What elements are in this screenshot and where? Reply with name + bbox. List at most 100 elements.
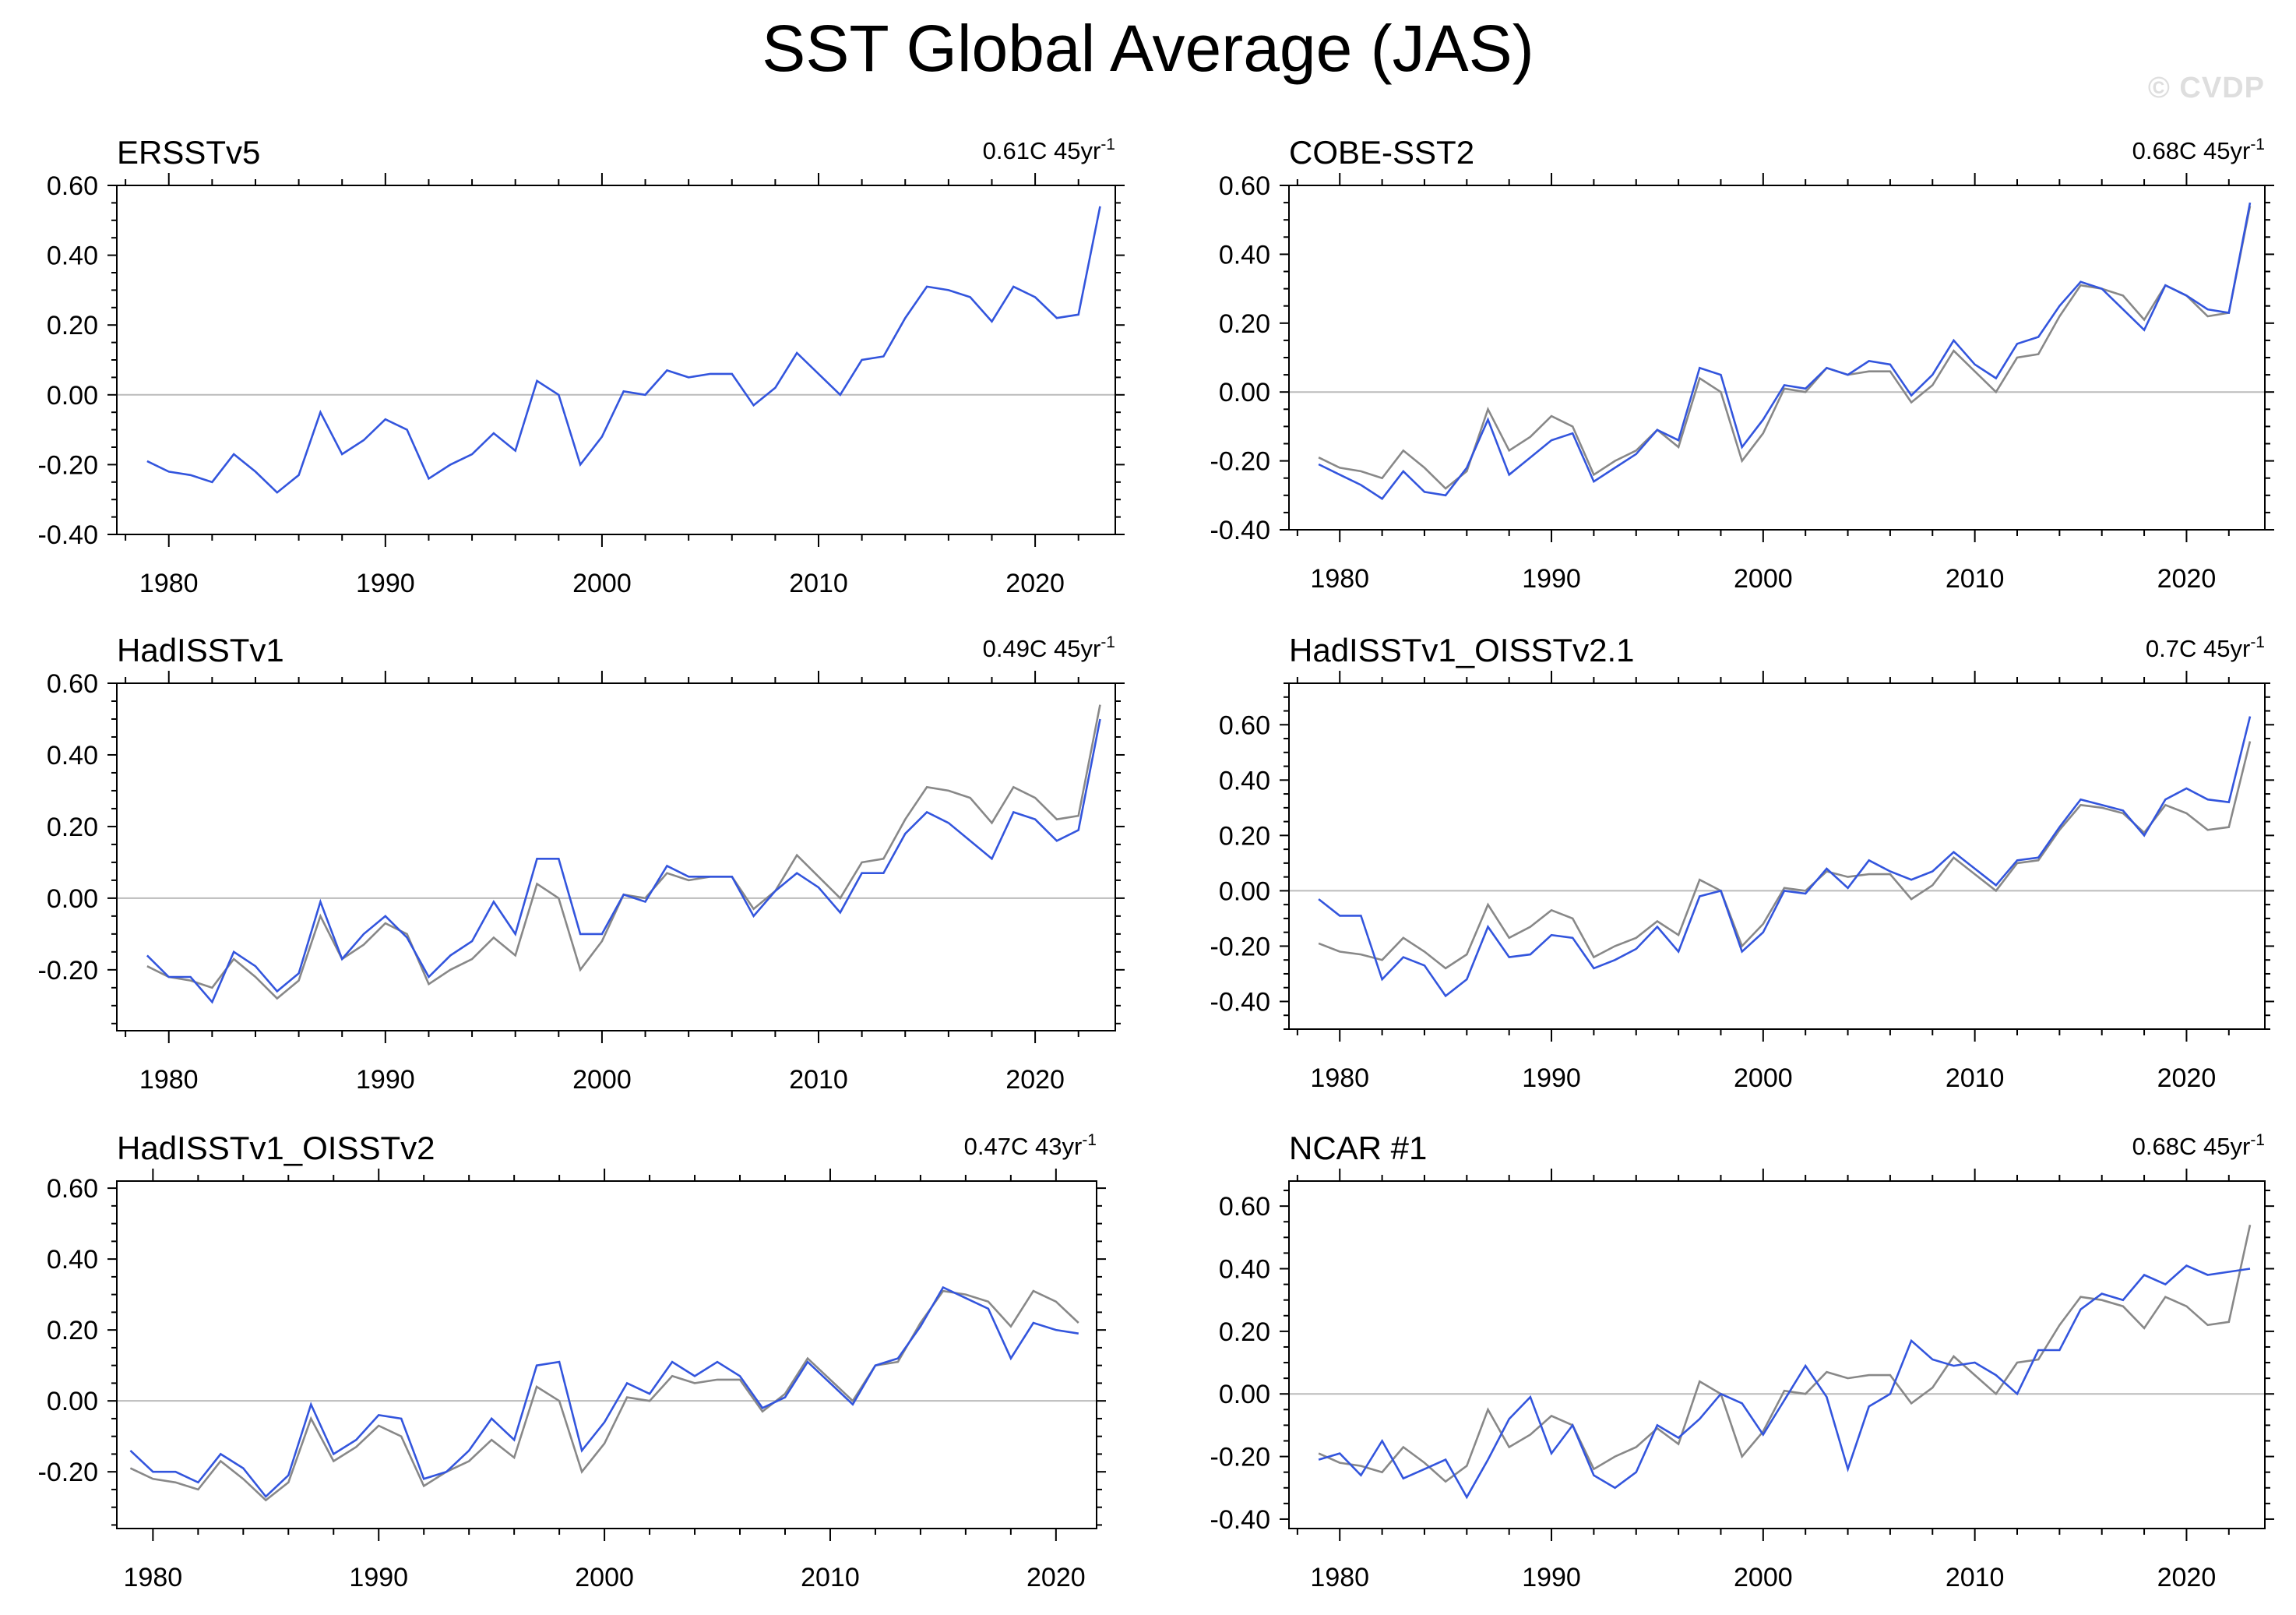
x-tick-label: 2020 bbox=[2157, 1563, 2217, 1592]
y-tick-label: -0.20 bbox=[38, 1458, 99, 1487]
x-tick-label: 2020 bbox=[2157, 564, 2217, 594]
x-tick-label: 1990 bbox=[1522, 564, 1581, 594]
panel-title: COBE-SST2 bbox=[1289, 134, 1474, 171]
y-tick-label: -0.40 bbox=[1210, 516, 1271, 545]
x-tick-label: 1990 bbox=[356, 569, 415, 598]
panel-2: COBE-SST2 0.68C 45yr-1 0.60 0.40 0.20 0.00 -0.… bbox=[1210, 134, 2274, 594]
dataset-series-line bbox=[129, 1285, 1079, 1498]
y-tick-label: 0.40 bbox=[1219, 240, 1270, 270]
x-tick-label: 1990 bbox=[1522, 1563, 1581, 1592]
x-tick-label: 2020 bbox=[1005, 1065, 1065, 1095]
x-tick-label: 2010 bbox=[789, 569, 848, 598]
reference-series-line bbox=[129, 1289, 1079, 1502]
x-tick-label: 1980 bbox=[139, 1065, 199, 1095]
x-tick-label: 2000 bbox=[1734, 1563, 1793, 1592]
x-tick-label: 2010 bbox=[1946, 1563, 2005, 1592]
trend-label: 0.61C 45yr-1 bbox=[983, 136, 1115, 164]
y-tick-label: 0.00 bbox=[1219, 876, 1270, 906]
x-tick-label: 2020 bbox=[2157, 1063, 2217, 1093]
y-tick-label: 0.60 bbox=[1219, 1192, 1270, 1222]
y-tick-label: 0.20 bbox=[47, 1316, 98, 1345]
watermark: © CVDP bbox=[2147, 72, 2265, 104]
x-tick-label: 1980 bbox=[1310, 1063, 1369, 1093]
y-tick-label: 0.00 bbox=[47, 884, 98, 914]
panel-title: ERSSTv5 bbox=[117, 134, 260, 171]
y-tick-label: 0.60 bbox=[47, 1174, 98, 1204]
panel-6: NCAR #1 0.68C 45yr-1 0.60 0.40 0.20 0.00 -0.20… bbox=[1210, 1130, 2274, 1592]
y-tick-label: 0.40 bbox=[47, 242, 98, 271]
panel-title: NCAR #1 bbox=[1289, 1130, 1427, 1166]
reference-series-line bbox=[1318, 741, 2252, 970]
y-tick-label: 0.20 bbox=[1219, 309, 1270, 339]
x-tick-label: 1990 bbox=[349, 1563, 408, 1592]
x-tick-label: 2000 bbox=[1734, 564, 1793, 594]
y-tick-label: -0.40 bbox=[38, 520, 99, 550]
x-tick-label: 1980 bbox=[1310, 1563, 1369, 1592]
x-tick-label: 1990 bbox=[1522, 1063, 1581, 1093]
plot-frame bbox=[1288, 682, 2266, 1030]
plot-frame bbox=[116, 185, 1116, 535]
y-tick-label: -0.40 bbox=[1210, 987, 1271, 1017]
y-tick-label: 0.60 bbox=[1219, 711, 1270, 740]
y-tick-label: 0.40 bbox=[47, 741, 98, 770]
plot-frame bbox=[1288, 185, 2266, 531]
reference-series-line bbox=[1318, 206, 2252, 490]
panel-1: ERSSTv5 0.61C 45yr-1 0.60 0.40 0.20 0.00 -0.20… bbox=[38, 134, 1125, 598]
y-tick-label: -0.20 bbox=[38, 450, 99, 480]
y-tick-label: 0.20 bbox=[47, 813, 98, 842]
dataset-series-line bbox=[1318, 716, 2252, 998]
trend-label: 0.68C 45yr-1 bbox=[2132, 1131, 2265, 1160]
reference-series-line bbox=[1318, 1225, 2252, 1483]
x-tick-label: 2010 bbox=[1946, 564, 2005, 594]
plot-frame bbox=[1288, 1180, 2266, 1529]
y-tick-label: 0.40 bbox=[47, 1245, 98, 1275]
x-tick-label: 1980 bbox=[139, 569, 199, 598]
x-tick-label: 2000 bbox=[575, 1563, 634, 1592]
x-tick-label: 2020 bbox=[1027, 1563, 1086, 1592]
x-tick-label: 2000 bbox=[572, 569, 632, 598]
x-tick-label: 1990 bbox=[356, 1065, 415, 1095]
figure-title: SST Global Average (JAS) bbox=[762, 12, 1534, 85]
y-tick-label: 0.00 bbox=[1219, 378, 1270, 407]
y-tick-label: 0.40 bbox=[1219, 766, 1270, 795]
plot-frame bbox=[116, 1180, 1097, 1529]
x-tick-label: 2010 bbox=[1946, 1063, 2005, 1093]
trend-label: 0.49C 45yr-1 bbox=[983, 633, 1115, 662]
plot-frame bbox=[116, 682, 1116, 1031]
x-tick-label: 2000 bbox=[572, 1065, 632, 1095]
x-tick-label: 2020 bbox=[1005, 569, 1065, 598]
dataset-series-line bbox=[1318, 1264, 2251, 1500]
y-tick-label: -0.40 bbox=[1210, 1505, 1271, 1535]
x-tick-label: 2010 bbox=[789, 1065, 848, 1095]
y-tick-label: 0.60 bbox=[47, 171, 98, 201]
panel-title: HadISSTv1 bbox=[117, 632, 284, 668]
x-tick-label: 1980 bbox=[124, 1563, 183, 1592]
y-tick-label: 0.00 bbox=[1219, 1380, 1270, 1409]
y-tick-label: 0.00 bbox=[47, 381, 98, 411]
y-tick-label: -0.20 bbox=[1210, 1443, 1271, 1472]
y-tick-label: 0.60 bbox=[47, 669, 98, 699]
dataset-series-line bbox=[1318, 202, 2252, 500]
trend-label: 0.47C 43yr-1 bbox=[964, 1131, 1097, 1160]
trend-label: 0.7C 45yr-1 bbox=[2146, 633, 2265, 662]
panel-title: HadISSTv1_OISSTv2 bbox=[117, 1130, 435, 1166]
y-tick-label: -0.20 bbox=[1210, 932, 1271, 961]
y-tick-label: 0.20 bbox=[47, 311, 98, 340]
panel-4: HadISSTv1_OISSTv2.1 0.7C 45yr-1 0.60 0.40 0.… bbox=[1210, 632, 2274, 1093]
panel-title: HadISSTv1_OISSTv2.1 bbox=[1289, 632, 1635, 668]
dataset-series-line bbox=[146, 718, 1101, 1004]
y-tick-label: 0.00 bbox=[47, 1387, 98, 1416]
panel-5: HadISSTv1_OISSTv2 0.47C 43yr-1 0.60 0.40 0.2… bbox=[38, 1130, 1106, 1592]
y-tick-label: 0.20 bbox=[1219, 821, 1270, 851]
x-tick-label: 2000 bbox=[1734, 1063, 1793, 1093]
y-tick-label: 0.20 bbox=[1219, 1317, 1270, 1347]
y-tick-label: 0.60 bbox=[1219, 171, 1270, 201]
y-tick-label: -0.20 bbox=[38, 956, 99, 986]
x-tick-label: 1980 bbox=[1310, 564, 1369, 594]
x-tick-label: 2010 bbox=[801, 1563, 860, 1592]
y-tick-label: 0.40 bbox=[1219, 1255, 1270, 1285]
y-tick-label: -0.20 bbox=[1210, 447, 1271, 477]
dataset-series-line bbox=[146, 206, 1101, 494]
trend-label: 0.68C 45yr-1 bbox=[2132, 136, 2265, 164]
